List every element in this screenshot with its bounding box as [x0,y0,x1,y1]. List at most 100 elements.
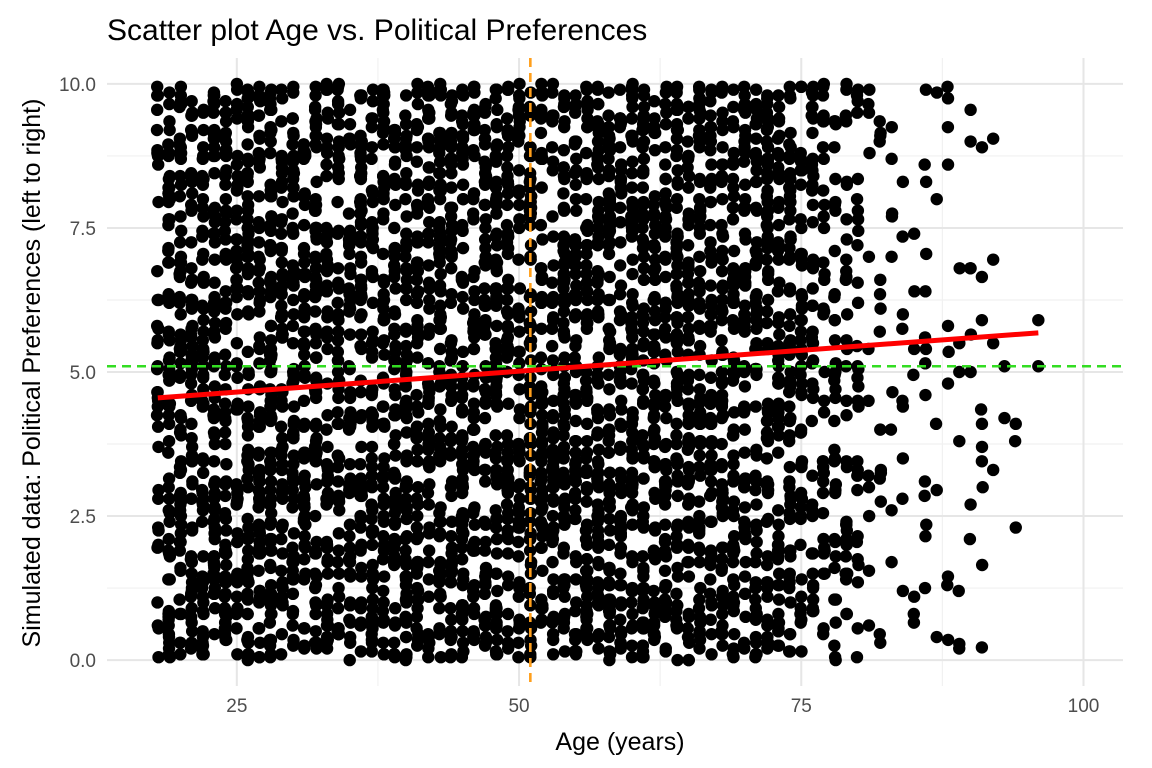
data-point [377,213,390,226]
data-point [309,250,322,263]
data-point [885,250,898,263]
data-point [241,204,255,217]
data-point [489,452,503,465]
data-point [953,642,966,655]
data-point [580,495,593,508]
data-point [592,466,605,480]
data-point [705,596,718,609]
data-point [636,181,650,194]
data-point [252,236,266,249]
data-point [942,345,955,359]
data-point [512,481,525,494]
data-point [648,253,662,266]
data-point [693,555,706,569]
data-point [637,449,650,462]
data-point [220,457,233,471]
data-point [445,613,458,626]
data-point [297,573,311,586]
data-point [365,512,378,526]
data-point [591,587,604,601]
data-point [625,167,639,180]
data-point [501,625,514,638]
data-point [784,498,797,511]
data-point [366,558,379,572]
data-point [783,138,796,151]
data-point [918,158,931,171]
data-point [457,645,470,658]
data-point [964,365,977,379]
data-point [231,308,244,321]
data-point [152,650,165,664]
data-point [568,288,582,301]
data-point [309,89,322,102]
data-point [817,547,830,560]
data-point [761,550,774,563]
data-point [850,535,864,549]
data-point [547,495,560,508]
data-point [309,305,322,318]
data-point [434,515,447,528]
data-point [355,538,368,552]
data-point [468,331,481,344]
data-point [422,437,435,451]
data-point [795,455,809,468]
data-point [297,339,311,353]
data-point [365,645,378,658]
data-point [174,89,188,102]
data-point [501,607,515,621]
data-point [411,584,425,598]
data-point [884,423,898,436]
data-point [692,602,706,615]
data-point [151,80,164,94]
data-point [580,434,594,448]
data-point [784,233,797,246]
data-point [534,112,548,125]
data-point [388,155,402,168]
data-point [263,463,277,477]
data-point [150,319,164,333]
data-point [727,158,740,171]
data-point [570,152,583,166]
data-point [389,449,402,462]
data-point [806,567,819,580]
data-point [287,80,300,94]
data-point [196,604,210,618]
data-point [331,406,344,419]
data-point [614,371,627,384]
data-point [298,187,312,200]
data-point [670,201,683,214]
data-point [738,587,752,601]
data-point [727,244,741,258]
data-point [195,642,209,655]
data-point [794,602,807,615]
data-point [309,544,322,557]
data-point [230,273,243,287]
data-point [287,149,300,163]
data-point [852,558,865,572]
data-point [761,613,774,626]
data-point [626,504,639,517]
data-point [219,169,232,183]
data-point [343,328,357,341]
data-point [817,532,830,546]
data-point [241,414,255,428]
data-point [366,602,379,615]
data-point [310,175,323,189]
data-point [241,607,254,621]
data-point [489,342,502,356]
data-point [591,478,605,491]
data-point [726,555,740,569]
data-point [219,285,232,298]
data-point [490,397,503,410]
data-point [231,648,244,661]
data-point [331,161,345,174]
data-point [975,455,989,468]
data-point [671,164,684,177]
data-point [739,532,752,546]
data-point [659,118,673,131]
data-point [998,360,1011,373]
data-point [366,383,379,396]
data-point [377,498,391,511]
data-point [298,325,312,338]
